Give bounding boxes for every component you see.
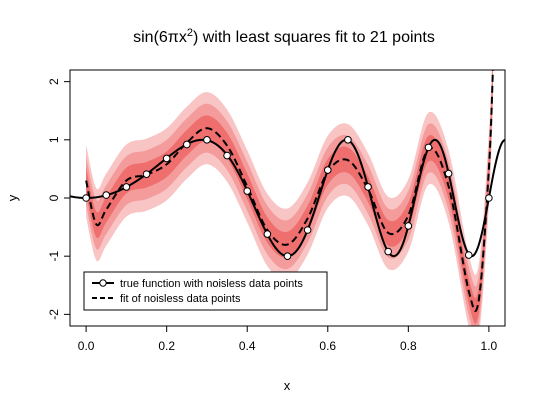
y-axis-label: y [5,194,20,201]
data-point [364,183,372,191]
data-point [344,136,352,144]
data-point [384,247,392,256]
x-axis-label: x [284,378,291,393]
data-point [203,136,211,144]
data-point [223,151,231,160]
x-tick-label: 0.6 [319,339,336,353]
y-tick-label: 1 [47,136,61,143]
data-point [122,183,131,191]
x-tick-label: 1.0 [481,339,498,353]
data-point [323,166,332,174]
confidence-bands [86,70,493,326]
x-tick-label: 0.0 [78,339,95,353]
title-pi-symbol: π [168,29,179,46]
legend-true-marker [99,279,107,287]
data-point [263,230,272,238]
x-tick-label: 0.8 [400,339,417,353]
data-point [243,187,252,195]
x-tick-label: 0.2 [158,339,175,353]
legend: true function with noisless data points … [83,271,328,311]
data-point [485,194,493,202]
data-point [444,169,453,178]
data-point [464,251,473,259]
title-prefix: sin(6 [133,29,168,46]
title-variable: x [179,29,187,46]
data-point [404,222,413,230]
x-axis: 0.0 0.2 0.4 0.6 0.8 1.0 [78,326,498,353]
chart-title: sin(6πx2) with least squares fit to 21 p… [133,27,435,46]
legend-box [83,271,328,311]
title-superscript: 2 [187,27,193,39]
y-tick-label: -1 [47,251,61,262]
data-point [183,140,191,149]
data-point [424,143,433,152]
data-point [102,191,111,199]
y-tick-label: 2 [47,78,61,85]
data-point [283,252,292,260]
x-tick-label: 0.4 [239,339,256,353]
y-tick-label: 0 [47,194,61,201]
legend-fit-label: fit of noisless data points [120,293,241,305]
data-point [303,226,312,234]
y-tick-label: -2 [47,309,61,320]
data-point [82,194,90,202]
legend-true-label: true function with noisless data points [120,278,303,290]
y-axis: -2 -1 0 1 2 [47,78,70,320]
data-point [162,154,171,163]
data-points [82,136,493,260]
data-point [142,170,151,178]
title-suffix: ) with least squares fit to 21 points [193,29,435,46]
confidence-band [86,70,493,324]
